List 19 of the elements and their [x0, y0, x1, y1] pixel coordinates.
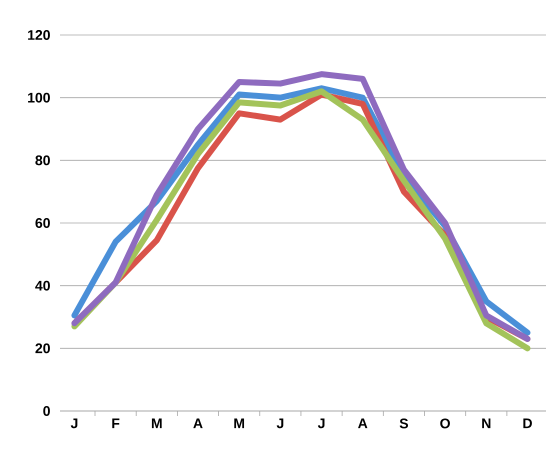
x-tick-label: O	[440, 418, 450, 428]
x-tick-label: F	[112, 418, 120, 428]
x-tick-label: S	[400, 418, 408, 428]
x-tick-label: J	[70, 418, 78, 428]
x-tick-label: M	[234, 418, 244, 428]
y-tick-label: 100	[28, 92, 50, 103]
x-tick-label: J	[318, 418, 324, 428]
x-tick-label: A	[358, 418, 368, 428]
y-tick-label: 80	[35, 155, 50, 166]
y-tick-label: 60	[35, 218, 50, 228]
x-tick-label: A	[193, 418, 203, 428]
y-tick-label: 40	[35, 280, 50, 291]
x-tick-label: J	[276, 418, 284, 428]
y-tick-label: 20	[35, 343, 50, 354]
x-tick-label: M	[152, 418, 162, 428]
x-tick-label: N	[482, 418, 490, 428]
x-tick-label: D	[523, 418, 532, 428]
y-tick-label: 0	[43, 406, 50, 416]
y-tick-label: 120	[28, 30, 50, 40]
